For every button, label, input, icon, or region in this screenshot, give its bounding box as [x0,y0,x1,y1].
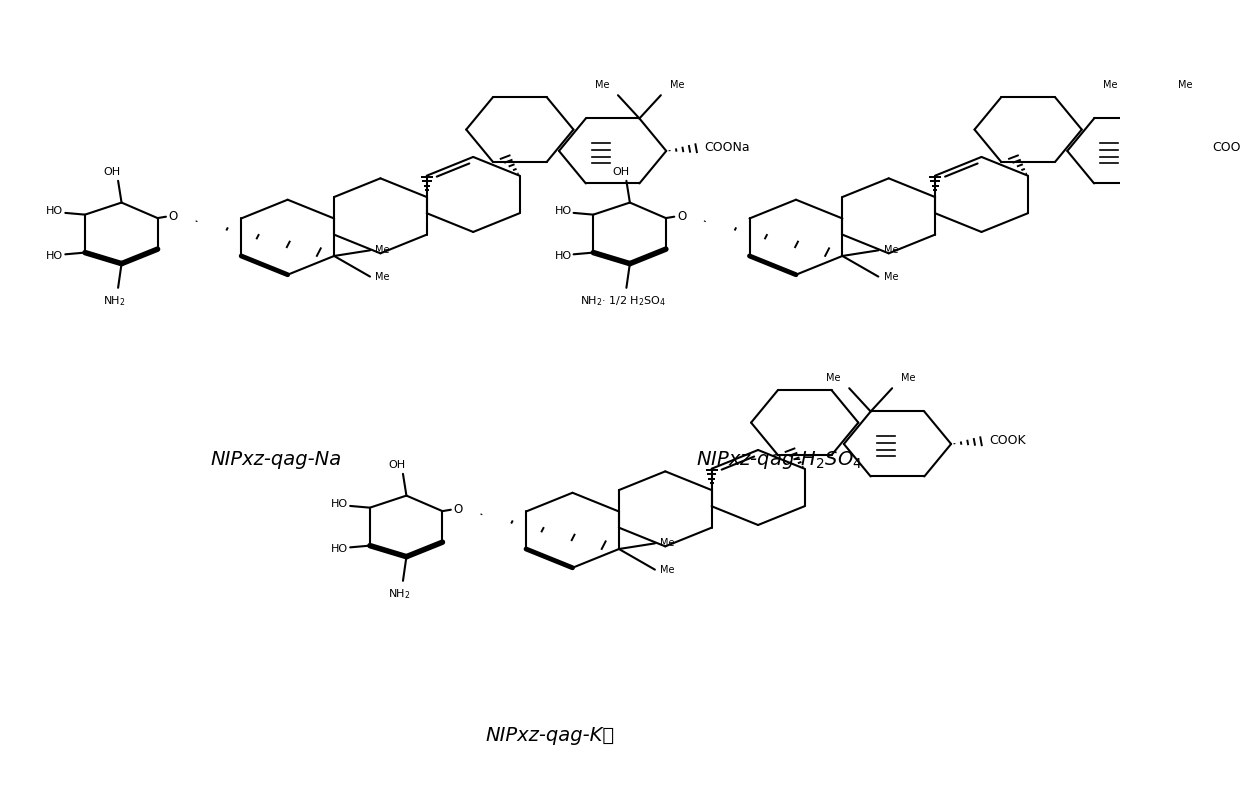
Text: O: O [677,210,686,224]
Text: NIPxz-qag-H$_2$SO$_4$: NIPxz-qag-H$_2$SO$_4$ [696,449,863,471]
Text: NIPxz-qag-K。: NIPxz-qag-K。 [486,726,615,745]
Text: HO: HO [331,500,348,509]
Text: Me: Me [900,373,915,383]
Text: COOK: COOK [988,434,1025,448]
Text: HO: HO [554,206,572,216]
Text: Me: Me [826,373,841,383]
Text: O: O [454,503,463,516]
Text: COONa: COONa [704,142,749,154]
Text: Me: Me [595,80,609,90]
Text: COOH: COOH [1213,142,1240,154]
Text: OH: OH [388,460,405,470]
Text: HO: HO [331,544,348,554]
Text: HO: HO [554,251,572,260]
Text: Me: Me [884,245,898,254]
Text: NH$_2$: NH$_2$ [388,588,410,601]
Text: Me: Me [884,272,898,283]
Text: Me: Me [660,538,675,548]
Text: NH$_2$: NH$_2$ [103,294,125,309]
Text: Me: Me [1178,80,1193,90]
Text: OH: OH [104,167,120,177]
Text: Me: Me [376,272,389,283]
Text: Me: Me [1104,80,1117,90]
Text: Me: Me [670,80,684,90]
Text: NH$_2$· 1/2 H$_2$SO$_4$: NH$_2$· 1/2 H$_2$SO$_4$ [579,294,666,309]
Text: OH: OH [613,167,629,177]
Text: NIPxz-qag-Na: NIPxz-qag-Na [211,450,342,469]
Text: HO: HO [46,251,63,260]
Text: HO: HO [46,206,63,216]
Text: Me: Me [376,245,389,254]
Text: Me: Me [660,565,675,575]
Text: O: O [169,210,179,224]
